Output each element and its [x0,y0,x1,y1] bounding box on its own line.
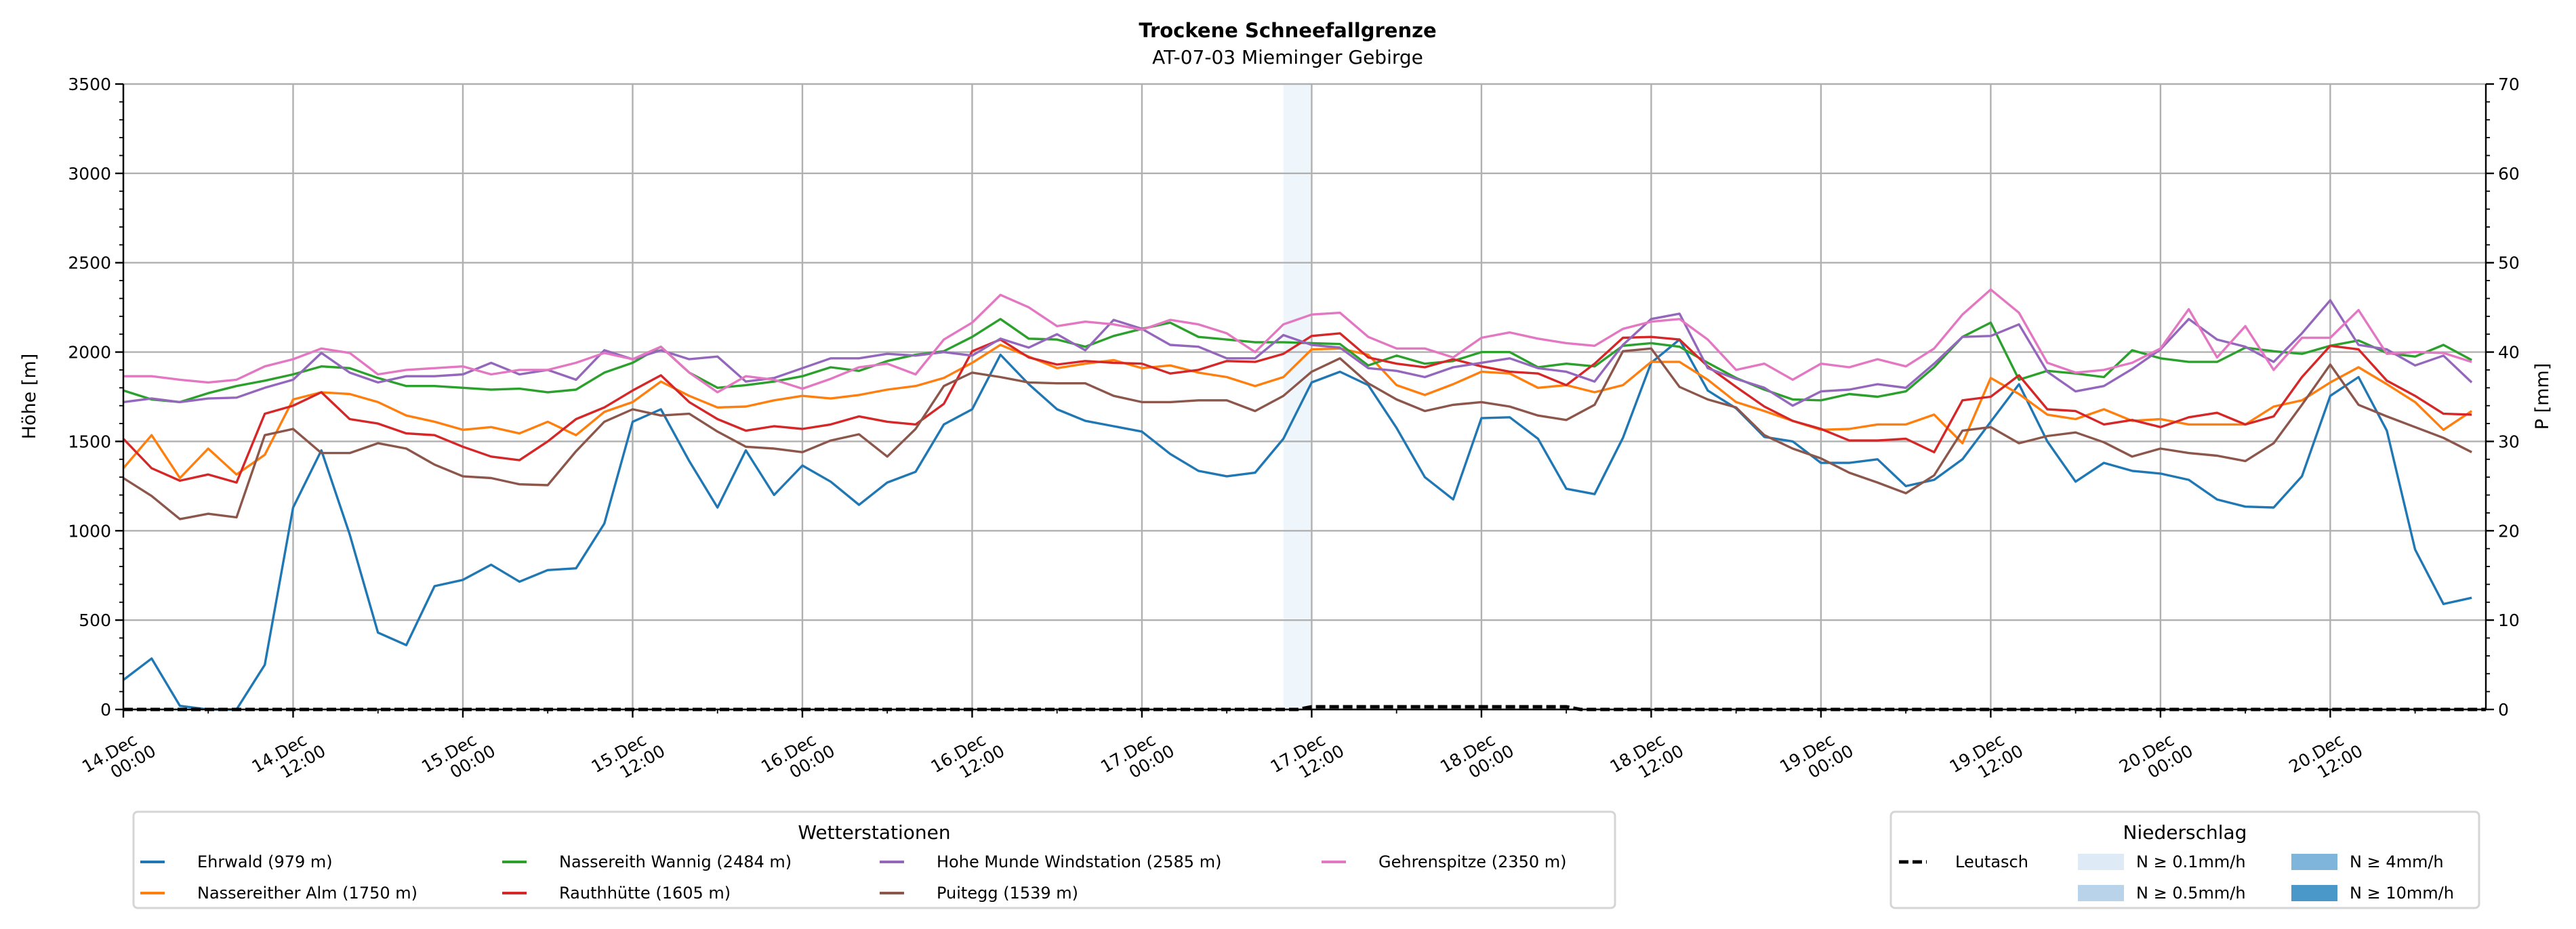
y-right-tick-label: 0 [2498,700,2509,720]
x-tick-label: 17.Dec00:00 [1097,724,1178,793]
legend-label: Gehrenspitze (2350 m) [1378,852,1567,871]
y-tick-label: 0 [100,700,111,720]
precip-level-swatch [2078,885,2124,901]
chart-subtitle: AT-07-03 Mieminger Gebirge [1152,46,1423,68]
precip-level-label: N ≥ 0.1mm/h [2136,852,2246,871]
precip-level-label: N ≥ 4mm/h [2350,852,2444,871]
series-line-4 [123,299,2473,407]
legend-label: Nassereith Wannig (2484 m) [559,852,792,871]
x-tick-label: 19.Dec12:00 [1946,724,2027,793]
precipitation-bands [1283,84,1312,709]
legend-label: Ehrwald (979 m) [197,852,333,871]
y-right-tick-label: 50 [2498,253,2520,273]
y-axis-right-label: P [mm] [2532,363,2553,430]
precip-level-swatch [2078,854,2124,870]
precip-level-label: N ≥ 0.5mm/h [2136,884,2246,903]
precipitation-legend-title: Niederschlag [2123,821,2247,844]
x-tick-label: 20.Dec00:00 [2116,724,2196,793]
y-right-tick-label: 30 [2498,432,2520,451]
stations-legend-title: Wetterstationen [798,821,950,844]
y-tick-label: 1000 [68,521,111,541]
precip-level-swatch [2291,885,2337,901]
stations-legend: Wetterstationen Ehrwald (979 m) Nassereit… [132,810,1616,909]
precipitation-legend-box [1889,810,2480,909]
station-lines [122,288,2473,711]
series-line-3 [122,332,2472,484]
x-tick-label: 16.Dec12:00 [928,724,1008,793]
x-tick-label: 16.Dec00:00 [758,724,838,793]
y-right-tick-label: 70 [2498,75,2520,94]
x-tick-label: 15.Dec12:00 [588,724,669,793]
precip-level-swatch [2291,854,2337,870]
series-line-2 [123,318,2472,404]
y-tick-label: 2500 [68,253,111,273]
x-tick-label: 20.Dec12:00 [2286,724,2367,793]
y-right-tick-label: 60 [2498,164,2520,184]
x-tick-label: 18.Dec00:00 [1437,724,1517,793]
legend-label: Puitegg (1539 m) [937,884,1078,903]
precipitation-legend: Niederschlag Leutasch N ≥ 0.1mm/h N ≥ 0.5… [1889,810,2480,909]
y-right-tick-label: 10 [2498,611,2520,630]
x-tick-label: 15.Dec00:00 [418,724,499,793]
precip-level-label: N ≥ 10mm/h [2350,884,2454,903]
x-tick-label: 14.Dec00:00 [79,724,159,793]
x-tick-label: 14.Dec12:00 [249,724,329,793]
y-axis-label: Höhe [m] [19,354,40,440]
series-line-1 [122,344,2473,480]
y-tick-label: 2000 [68,343,111,363]
x-tick-label: 18.Dec12:00 [1607,724,1688,793]
precipitation-band [1283,84,1312,709]
x-tick-label: 19.Dec00:00 [1776,724,1857,793]
y-tick-label: 3000 [68,164,111,184]
y-right-tick-label: 20 [2498,521,2520,541]
stations-legend-box [132,810,1616,909]
chart-title: Trockene Schneefallgrenze [1139,19,1436,42]
y-tick-label: 500 [79,611,111,630]
y-tick-label: 3500 [68,75,111,94]
legend-label-leutasch: Leutasch [1955,852,2028,871]
legend-label: Hohe Munde Windstation (2585 m) [937,852,1221,871]
series-line-0 [122,338,2472,711]
x-tick-label: 17.Dec12:00 [1267,724,1348,793]
series-line-6 [123,288,2472,394]
y-right-tick-label: 40 [2498,343,2520,363]
legend-label: Rauthhütte (1605 m) [559,884,731,903]
series-line-5 [123,347,2472,520]
y-tick-label: 1500 [68,432,111,451]
legend-label: Nassereither Alm (1750 m) [197,884,417,903]
